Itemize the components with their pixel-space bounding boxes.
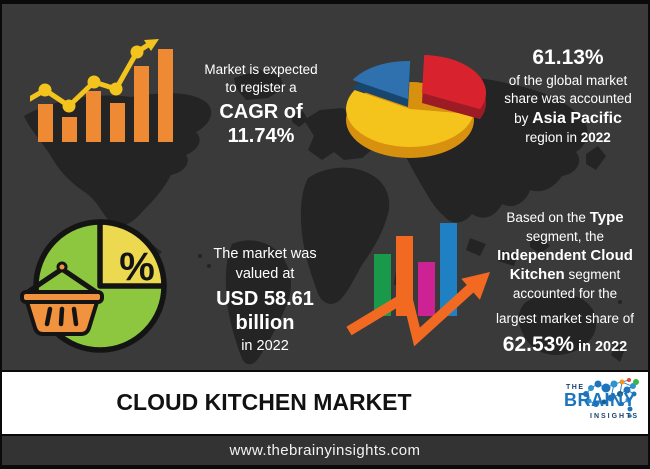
valuation-highlight: USD 58.61 billion: [216, 288, 314, 335]
percent-glyph: %: [119, 245, 155, 289]
region-line-4: region in 2022: [489, 129, 647, 147]
segment-line-1-pre: Based on the: [506, 210, 590, 225]
segment-line-4-bold: Kitchen: [509, 266, 565, 284]
growth-line-bar-chart-icon: [30, 39, 173, 142]
segment-line-4-post: segment: [564, 267, 621, 283]
segment-highlight-line: 62.53% in 2022: [481, 331, 648, 359]
segment-highlight-post: in 2022: [574, 338, 628, 355]
region-line-2: share was accounted: [504, 90, 632, 106]
cagr-stat-text: Market is expected to register a CAGR of…: [185, 61, 337, 148]
segment-line-4: Kitchen segment: [481, 265, 648, 285]
footer-bar: www.thebrainyinsights.com: [2, 436, 648, 465]
logo-text-insights: INSIGHTS: [590, 413, 640, 420]
region-line-4-bold: 2022: [580, 129, 611, 145]
cagr-line-2: to register a: [225, 79, 297, 95]
brand-logo: THE BRAINY INSIGHTS: [522, 375, 642, 433]
segment-line-3-bold: Independent Cloud: [497, 246, 633, 264]
segment-line-1: Based on the Type: [481, 208, 648, 228]
region-line-4-pre: region in: [525, 129, 581, 145]
title-band: CLOUD KITCHEN MARKET: [2, 370, 648, 436]
cagr-line-1: Market is expected: [204, 62, 318, 77]
region-highlight: 61.13%: [532, 46, 604, 69]
valuation-line-3: in 2022: [241, 338, 289, 355]
cagr-highlight: CAGR of 11.74%: [219, 100, 303, 147]
bars-with-arrow-icon: [346, 223, 490, 347]
segment-line-6: largest market share of: [495, 311, 635, 327]
region-line-3-pre: by: [514, 110, 533, 126]
valuation-stat-text: The market was valued at USD 58.61 billi…: [188, 245, 342, 357]
3d-pie-chart-icon: [346, 55, 487, 158]
segment-line-3: Independent Cloud: [481, 246, 648, 266]
percent-pie-with-basket-icon: %: [20, 219, 167, 353]
region-line-3: by Asia Pacific: [489, 108, 647, 129]
map-background-panel: Market is expected to register a CAGR of…: [2, 4, 648, 372]
segment-highlight: 62.53%: [502, 332, 575, 356]
segment-line-5: accounted for the: [512, 286, 618, 302]
footer-url: www.thebrainyinsights.com: [229, 442, 421, 459]
logo-text-brainy: BRAINY: [564, 390, 637, 410]
region-line-3-bold: Asia Pacific: [532, 109, 622, 127]
segment-stat-text: Based on the Type segment, the Independe…: [481, 208, 648, 359]
brainy-insights-brain-icon: [583, 378, 639, 418]
region-stat-text: 61.13% of the global market share was ac…: [489, 46, 647, 147]
segment-line-2: segment, the: [525, 228, 605, 244]
valuation-line-2: valued at: [235, 265, 295, 282]
segment-line-1-bold: Type: [589, 209, 624, 226]
page-title: CLOUD KITCHEN MARKET: [116, 389, 412, 415]
logo-text-the: THE: [566, 384, 585, 391]
region-line-1: of the global market: [508, 73, 628, 89]
valuation-line-1: The market was: [213, 246, 317, 262]
